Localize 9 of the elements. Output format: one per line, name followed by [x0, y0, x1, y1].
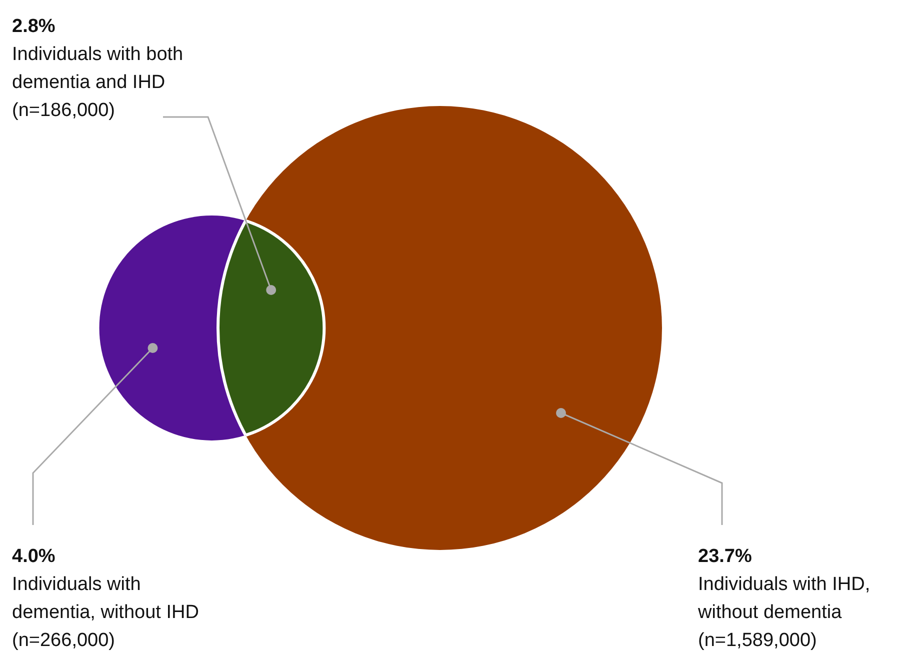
- data-label: 4.0%: [12, 546, 56, 567]
- data-label: 2.8%: [12, 16, 56, 37]
- text: (n=266,000): [12, 630, 115, 651]
- text: (n=1,589,000): [698, 630, 817, 651]
- category-label: Individuals with dementia, without IHD: [12, 574, 199, 623]
- category-label: Individuals with both dementia and IHD: [12, 44, 184, 93]
- text: (n=186,000): [12, 100, 115, 121]
- data-label: 23.7%: [698, 546, 752, 567]
- category-label: Individuals with IHD, without dementia: [697, 574, 870, 623]
